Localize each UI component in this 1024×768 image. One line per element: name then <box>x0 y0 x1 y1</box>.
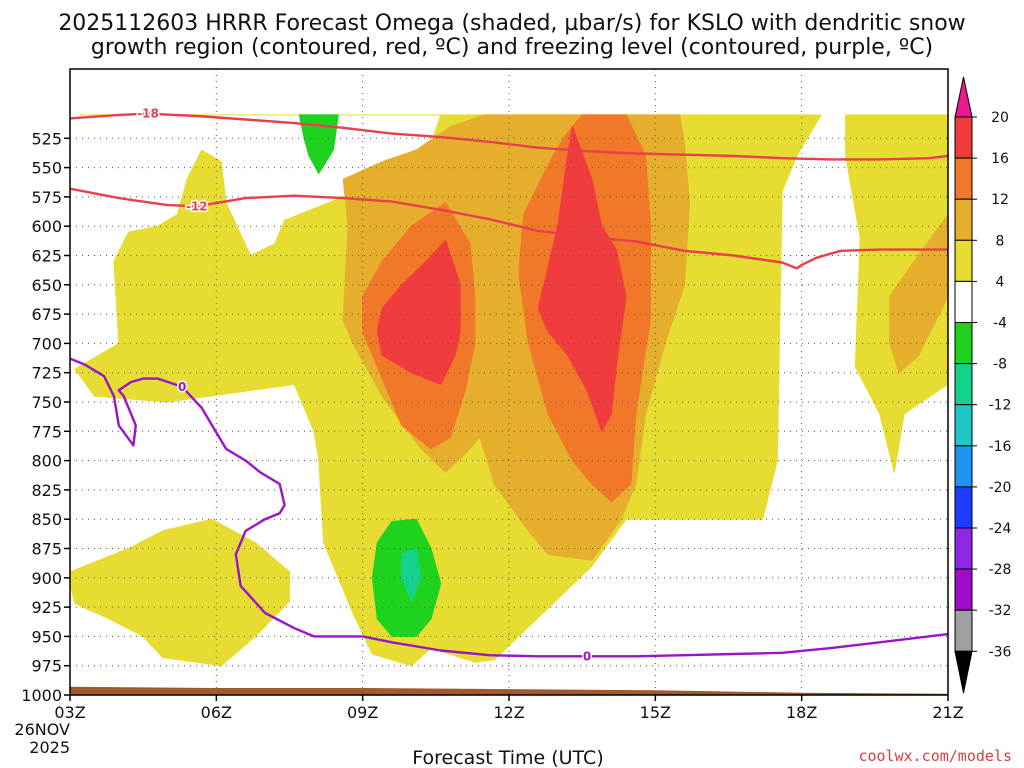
y-tick-label-550: 550 <box>31 159 62 178</box>
contour-lines: -18 -12 0 0 <box>70 105 948 665</box>
plot-area: -18 -12 0 0 <box>69 68 949 696</box>
colorbar-label--24: -24 <box>989 521 1012 537</box>
colorbar-label-8: 8 <box>996 233 1005 249</box>
colorbar-swatch-16-to-12 <box>954 157 973 200</box>
y-tick-label-625: 625 <box>31 247 62 266</box>
y-tick-label-525: 525 <box>31 129 62 148</box>
colorbar-swatch--12-to--16 <box>954 404 973 447</box>
colorbar-label--16: -16 <box>989 439 1012 455</box>
colorbar-swatch-20-to-16 <box>954 116 973 159</box>
y-tick-label-775: 775 <box>31 422 62 441</box>
colorbar-swatch-12-to-8 <box>954 198 973 241</box>
colorbar-lower-extend <box>954 650 973 694</box>
y-tick-label-825: 825 <box>31 481 62 500</box>
y-tick-label-875: 875 <box>31 540 62 559</box>
y-tick-label-925: 925 <box>31 598 62 617</box>
colorbar-label--20: -20 <box>989 480 1012 496</box>
terrain-band <box>70 686 948 695</box>
x-axis: 03Z 06Z 09Z 12Z 15Z 18Z 21Z <box>54 695 964 722</box>
colorbar-swatch--8-to--12 <box>954 363 973 406</box>
dgz-contour-minus12-label-0: -12 <box>186 199 208 213</box>
y-tick-label-1000: 1000 <box>21 686 62 705</box>
colorbar-swatch--28-to--32 <box>954 568 973 611</box>
title-line-2: growth region (contoured, red, ºC) and f… <box>91 35 933 60</box>
colorbar-label--8: -8 <box>993 357 1007 373</box>
omega-region-3 <box>70 518 290 667</box>
y-tick-label-675: 675 <box>31 305 62 324</box>
dgz-contour-minus18-label-0: -18 <box>137 107 159 121</box>
colorbar-label--12: -12 <box>989 398 1012 414</box>
colorbar-label--4: -4 <box>993 316 1007 332</box>
y-tick-label-975: 975 <box>31 657 62 676</box>
y-axis: 525 550 575 600 625 650 675 700 725 750 775 800 825 8… <box>21 129 70 705</box>
colorbar-swatch-4-to--4 <box>954 280 973 323</box>
colorbar-swatch--32-to--36 <box>954 609 973 652</box>
y-tick-label-700: 700 <box>31 334 62 353</box>
colorbar-upper-extend <box>954 76 973 118</box>
terrain-layer <box>70 686 948 695</box>
x-tick-label-18Z: 18Z <box>786 703 817 722</box>
y-tick-label-725: 725 <box>31 364 62 383</box>
x-tick-label-03Z: 03Z <box>54 703 85 722</box>
x-tick-label-15Z: 15Z <box>640 703 671 722</box>
y-tick-label-600: 600 <box>31 217 62 236</box>
colorbar: 20 16 12 8 4 -4 -8 -12 -16 -20 -24 -28 -32 -36 <box>954 76 1012 694</box>
omega-shading <box>70 114 948 667</box>
dgz-contour-minus12 <box>70 187 948 270</box>
y-tick-label-850: 850 <box>31 510 62 529</box>
colorbar-label--36: -36 <box>989 644 1012 660</box>
colorbar-label-16: 16 <box>991 151 1009 167</box>
y-tick-label-900: 900 <box>31 569 62 588</box>
colorbar-swatch--20-to--24 <box>954 486 973 529</box>
colorbar-swatch--16-to--20 <box>954 445 973 488</box>
colorbar-swatch--24-to--28 <box>954 527 973 570</box>
title-line-1: 2025112603 HRRR Forecast Omega (shaded, … <box>58 11 965 36</box>
date-label-year: 2025 <box>29 738 70 757</box>
x-tick-label-06Z: 06Z <box>201 703 232 722</box>
colorbar-label-20: 20 <box>991 110 1009 126</box>
y-tick-label-750: 750 <box>31 393 62 412</box>
x-tick-label-12Z: 12Z <box>493 703 524 722</box>
freezing-level-contour-label-1: 0 <box>583 649 591 663</box>
y-tick-label-950: 950 <box>31 627 62 646</box>
omega-region-5 <box>889 214 948 374</box>
colorbar-label-4: 4 <box>996 274 1005 290</box>
colorbar-label-12: 12 <box>991 192 1009 208</box>
omega-region-8 <box>376 239 461 385</box>
y-tick-label-800: 800 <box>31 452 62 471</box>
colorbar-label--28: -28 <box>989 562 1012 578</box>
date-label-day: 26NOV <box>14 720 70 739</box>
dgz-contour-minus18 <box>70 112 948 161</box>
y-tick-label-575: 575 <box>31 188 62 207</box>
colorbar-swatch-8-to-4 <box>954 239 973 282</box>
credit-text: coolwx.com/models <box>858 747 1012 765</box>
x-axis-label: Forecast Time (UTC) <box>412 747 603 768</box>
freezing-level-contour-label-0: 0 <box>178 380 186 394</box>
x-tick-label-09Z: 09Z <box>347 703 378 722</box>
colorbar-swatch--4-to--8 <box>954 322 973 365</box>
omega-region-9 <box>537 126 627 432</box>
omega-region-12 <box>401 548 422 602</box>
freezing-level-contour <box>70 357 948 658</box>
y-tick-label-650: 650 <box>31 276 62 295</box>
colorbar-label--32: -32 <box>989 603 1012 619</box>
x-tick-label-21Z: 21Z <box>932 703 963 722</box>
chart-title: 2025112603 HRRR Forecast Omega (shaded, … <box>58 11 965 60</box>
